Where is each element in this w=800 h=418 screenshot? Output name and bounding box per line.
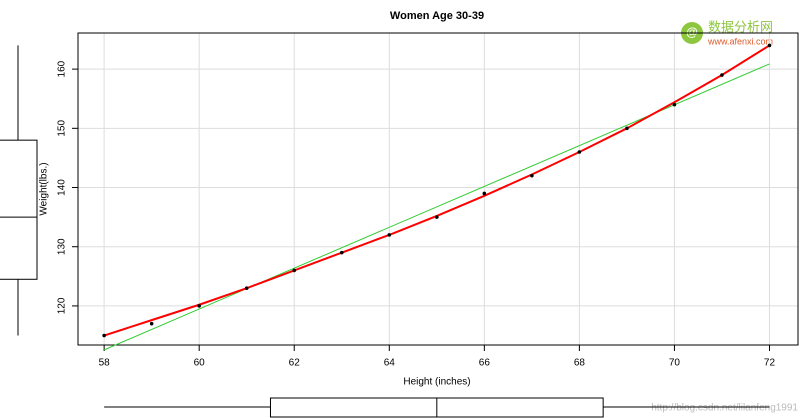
point bbox=[672, 102, 677, 107]
point bbox=[244, 286, 249, 290]
y-box bbox=[0, 139, 38, 280]
y-axis-label: Weight(lbs.) bbox=[39, 162, 50, 215]
point bbox=[767, 43, 772, 48]
smooth-line bbox=[103, 44, 771, 337]
x-tick-label: 60 bbox=[194, 358, 206, 369]
x-tick-label: 66 bbox=[479, 358, 491, 369]
watermark-blog: http://blog.csdn.net/lilanfeng1991 bbox=[651, 403, 798, 414]
watermark-url: www.afenxi.com bbox=[707, 36, 773, 46]
y-tick-label: 140 bbox=[57, 179, 68, 196]
point bbox=[387, 233, 392, 237]
point bbox=[625, 126, 629, 131]
x-tick-label: 62 bbox=[289, 358, 301, 369]
chart-title: Women Age 30-39 bbox=[390, 10, 484, 22]
y-tick-label: 160 bbox=[57, 60, 68, 77]
x-tick-label: 68 bbox=[574, 358, 586, 369]
point bbox=[339, 250, 344, 255]
point bbox=[197, 304, 201, 308]
y-tick-label: 150 bbox=[57, 120, 68, 137]
watermark-name: 数据分析网 bbox=[708, 19, 773, 34]
x-axis-label: Height (inches) bbox=[403, 377, 470, 388]
x-tick-label: 72 bbox=[764, 358, 776, 369]
point bbox=[577, 150, 582, 154]
logo-mark: @ bbox=[686, 25, 698, 39]
point bbox=[102, 333, 106, 338]
point bbox=[435, 215, 439, 219]
point bbox=[292, 268, 297, 273]
x-tick-label: 64 bbox=[384, 358, 396, 369]
y-tick-label: 120 bbox=[57, 297, 68, 314]
x-tick-label: 58 bbox=[99, 358, 111, 369]
point bbox=[720, 73, 724, 77]
point bbox=[482, 191, 487, 196]
plot-frame bbox=[77, 32, 799, 346]
x-tick-label: 70 bbox=[669, 358, 681, 369]
point bbox=[530, 173, 534, 178]
y-tick-label: 130 bbox=[57, 238, 68, 255]
point bbox=[149, 321, 154, 326]
fit-line bbox=[103, 63, 770, 351]
